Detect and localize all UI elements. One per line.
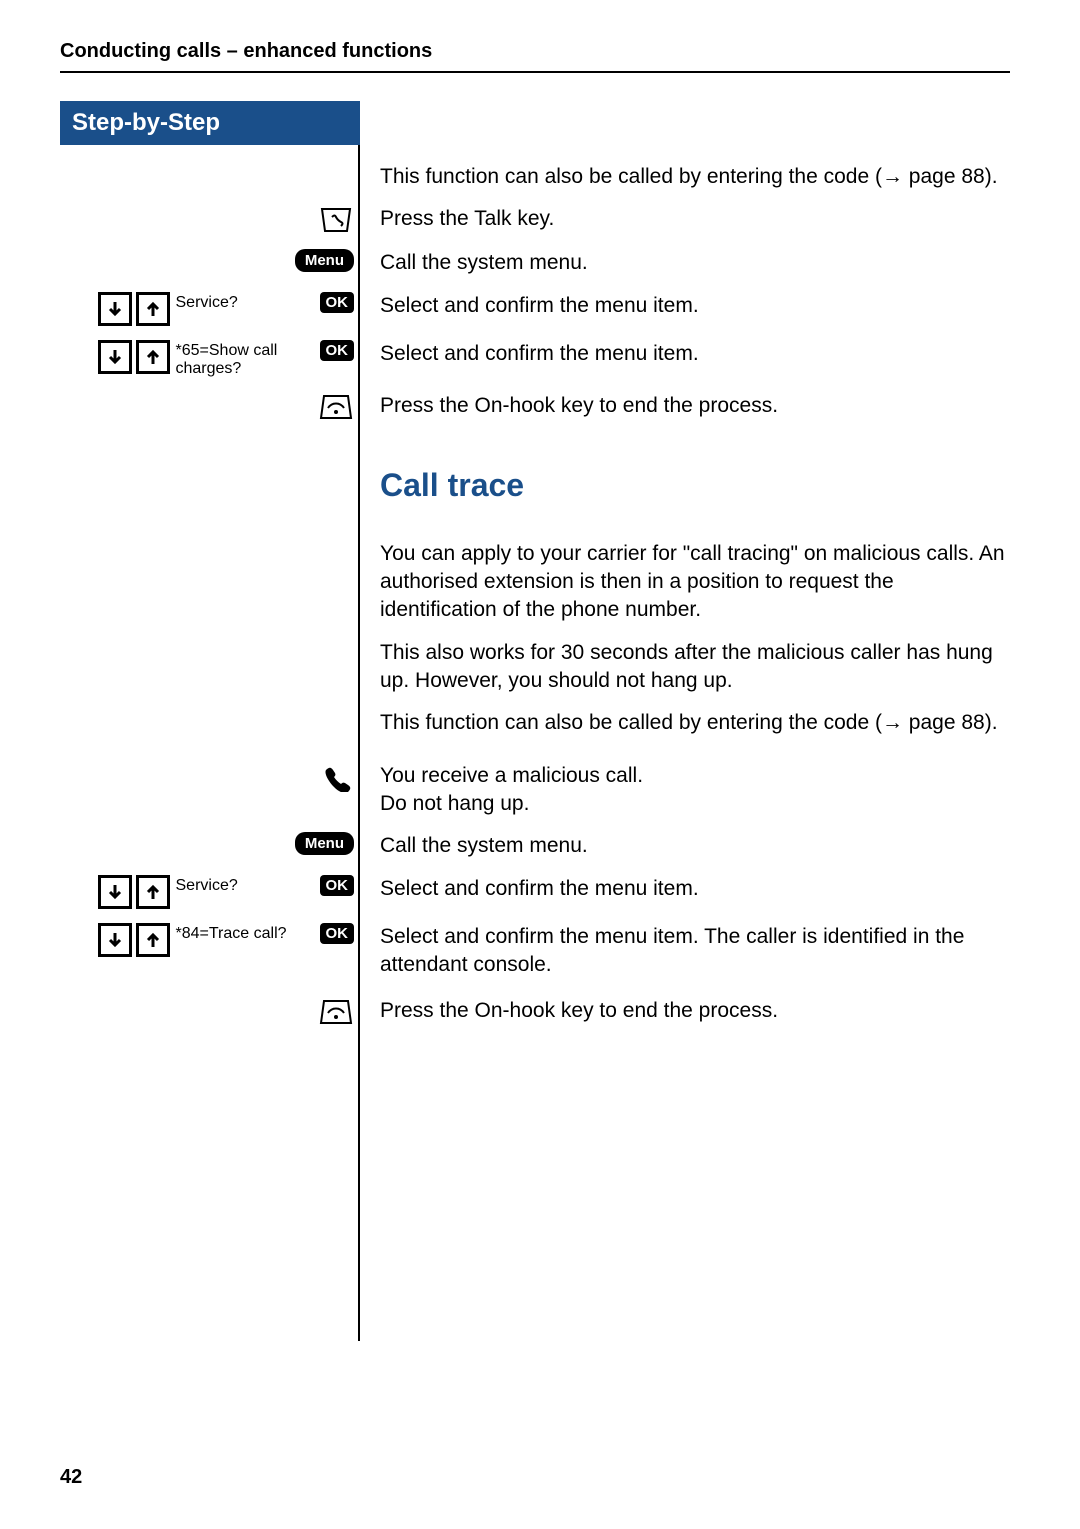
ct-para2: This also works for 30 seconds after the… [380,639,1010,696]
step-menu-2-text: Call the system menu. [360,832,1010,860]
page: Conducting calls – enhanced functions St… [0,0,1080,1081]
ct-para3: This function can also be called by ente… [380,709,1010,737]
step-talk-text: Press the Talk key. [360,205,1010,233]
page-header: Conducting calls – enhanced functions [60,40,1010,73]
step-menu-1-text: Call the system menu. [360,249,1010,277]
step-receive-text: You receive a malicious call. Do not han… [360,762,1010,819]
step-by-step-header: Step-by-Step [60,101,360,145]
intro-text: This function can also be called by ente… [360,163,1010,191]
step-service-1-text: Select and confirm the menu item. [360,292,1010,320]
call-trace-title: Call trace [380,464,1010,507]
ct-para1: You can apply to your carrier for "call … [380,540,1010,625]
step-trace-text: Select and confirm the menu item. The ca… [360,923,1010,980]
step-onhook-2-text: Press the On-hook key to end the process… [360,997,1010,1025]
step-service-2-text: Select and confirm the menu item. [360,875,1010,903]
step-onhook-1-text: Press the On-hook key to end the process… [360,392,1010,420]
page-number: 42 [60,1466,82,1489]
step-charges-text: Select and confirm the menu item. [360,340,1010,368]
